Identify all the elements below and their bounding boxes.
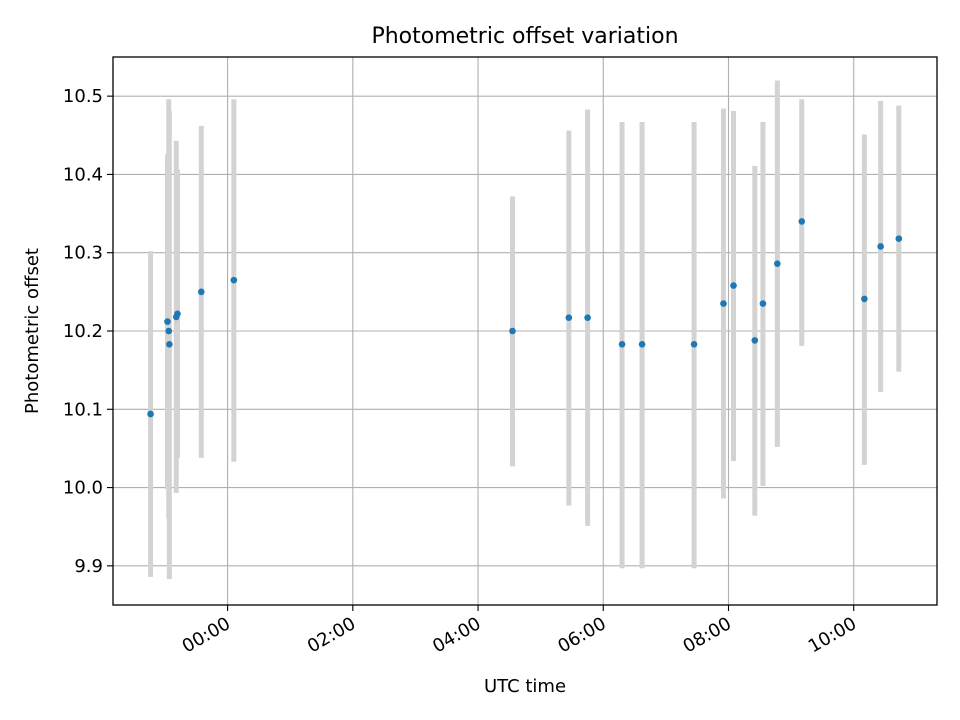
y-tick-label: 9.9 (74, 556, 103, 577)
data-point (638, 341, 646, 348)
data-point (751, 337, 759, 344)
y-tick-label: 10.0 (63, 478, 103, 499)
x-axis-ticks: 00:00 02:00 04:00 06:00 08:00 10:00 (179, 605, 860, 657)
x-tick-label: 04:00 (429, 613, 484, 657)
x-tick-label: 00:00 (179, 613, 234, 657)
data-point (690, 341, 698, 348)
data-point (509, 327, 516, 335)
data-point (618, 341, 626, 348)
data-point (174, 310, 181, 318)
data-point (565, 314, 573, 321)
data-point (164, 318, 171, 325)
x-tick-label: 08:00 (680, 613, 735, 657)
x-axis-label: UTC time (484, 676, 566, 697)
data-point (730, 282, 737, 289)
y-tick-label: 10.1 (63, 399, 103, 420)
x-tick-label: 10:00 (805, 613, 860, 657)
data-point (147, 410, 154, 418)
data-point (798, 218, 806, 225)
data-point (165, 327, 173, 335)
x-tick-label: 02:00 (304, 613, 359, 657)
chart-title: Photometric offset variation (371, 24, 678, 49)
data-points (147, 218, 903, 418)
y-tick-label: 10.5 (63, 86, 103, 107)
grid (113, 57, 937, 605)
data-point (720, 300, 727, 307)
y-tick-label: 10.3 (63, 243, 103, 264)
data-point (197, 288, 205, 296)
y-axis-label: Photometric offset (22, 248, 43, 414)
data-point (230, 276, 238, 284)
data-point (166, 341, 173, 348)
error-bars (148, 80, 902, 580)
data-point (861, 295, 868, 303)
x-tick-label: 06:00 (554, 613, 609, 657)
data-point (895, 235, 903, 242)
data-point (584, 314, 591, 321)
y-tick-label: 10.4 (63, 164, 103, 185)
y-axis-ticks: 9.9 10.0 10.1 10.2 10.3 10.4 10.5 (63, 86, 113, 577)
data-point (774, 260, 781, 267)
data-point (877, 243, 884, 250)
y-tick-label: 10.2 (63, 321, 103, 342)
data-point (759, 300, 767, 307)
